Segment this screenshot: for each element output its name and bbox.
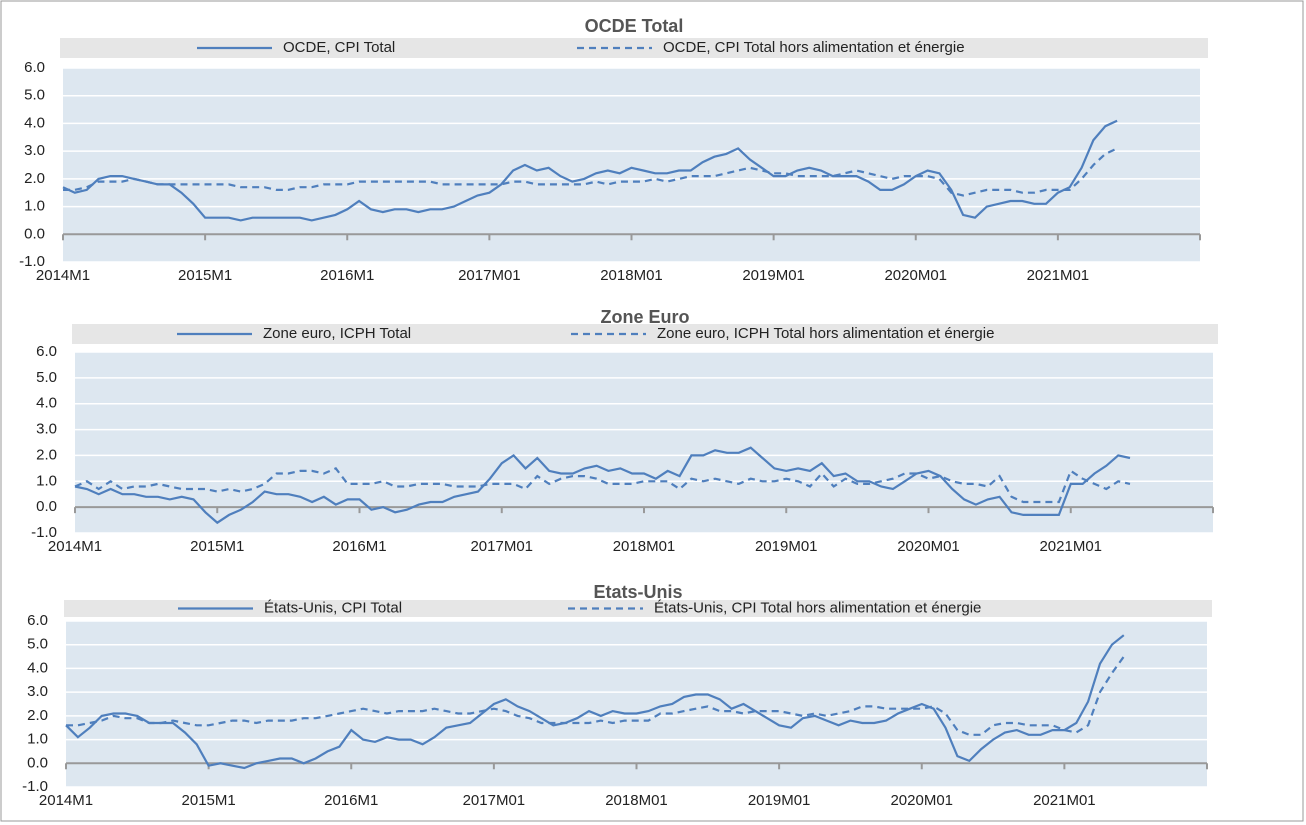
- x-tick-label: 2019M01: [748, 792, 811, 809]
- chart-title: Zone Euro: [601, 307, 690, 327]
- plot-area: [66, 621, 1207, 787]
- y-tick-label: 2.0: [27, 707, 48, 724]
- y-tick-label: -1.0: [19, 253, 45, 270]
- x-tick-label: 2016M1: [332, 538, 386, 555]
- x-tick-label: 2014M1: [36, 267, 90, 284]
- y-tick-label: 1.0: [27, 731, 48, 748]
- x-tick-label: 2017M01: [458, 267, 521, 284]
- x-tick-label: 2015M1: [190, 538, 244, 555]
- y-tick-label: 4.0: [36, 395, 57, 412]
- legend-label: Zone euro, ICPH Total: [263, 325, 411, 342]
- x-tick-label: 2018M01: [600, 267, 663, 284]
- y-tick-label: 0.0: [24, 225, 45, 242]
- x-tick-label: 2020M01: [884, 267, 947, 284]
- y-tick-label: -1.0: [31, 524, 57, 541]
- x-tick-label: 2020M01: [890, 792, 953, 809]
- y-tick-label: -1.0: [22, 778, 48, 795]
- x-tick-label: 2014M1: [39, 792, 93, 809]
- x-tick-label: 2021M01: [1033, 792, 1096, 809]
- x-tick-label: 2018M01: [613, 538, 676, 555]
- x-tick-label: 2015M1: [182, 792, 236, 809]
- chart-title: OCDE Total: [585, 16, 684, 36]
- legend-label: Zone euro, ICPH Total hors alimentation …: [657, 325, 994, 342]
- legend-box: [60, 38, 1208, 58]
- legend-box: [64, 600, 1212, 617]
- legend-label: États-Unis, CPI Total hors alimentation …: [654, 599, 981, 616]
- y-tick-label: 4.0: [24, 114, 45, 131]
- chart-title: Etats-Unis: [593, 582, 682, 602]
- legend-label: États-Unis, CPI Total: [264, 599, 402, 616]
- y-tick-label: 5.0: [36, 369, 57, 386]
- x-tick-label: 2017M01: [470, 538, 533, 555]
- x-tick-label: 2018M01: [605, 792, 668, 809]
- y-tick-label: 3.0: [27, 683, 48, 700]
- y-tick-label: 1.0: [36, 472, 57, 489]
- legend-label: OCDE, CPI Total: [283, 39, 395, 56]
- x-tick-label: 2016M1: [324, 792, 378, 809]
- y-tick-label: 2.0: [36, 446, 57, 463]
- y-tick-label: 0.0: [27, 754, 48, 771]
- y-tick-label: 1.0: [24, 198, 45, 215]
- series-line: [74, 446, 1131, 525]
- y-tick-label: 3.0: [36, 421, 57, 438]
- plot-area: [63, 68, 1200, 262]
- x-tick-label: 2020M01: [897, 538, 960, 555]
- series-line: [65, 634, 1125, 770]
- series-line: [63, 147, 1118, 197]
- series-line: [74, 467, 1131, 504]
- series-line: [62, 119, 1118, 222]
- y-tick-label: 2.0: [24, 170, 45, 187]
- series-line: [66, 655, 1125, 736]
- y-tick-label: 5.0: [27, 636, 48, 653]
- x-tick-label: 2014M1: [48, 538, 102, 555]
- y-tick-label: 5.0: [24, 87, 45, 104]
- y-tick-label: 3.0: [24, 142, 45, 159]
- y-tick-label: 4.0: [27, 659, 48, 676]
- y-tick-label: 6.0: [27, 612, 48, 629]
- x-tick-label: 2019M01: [742, 267, 805, 284]
- x-tick-label: 2021M01: [1027, 267, 1090, 284]
- x-tick-label: 2019M01: [755, 538, 818, 555]
- y-tick-label: 6.0: [24, 59, 45, 76]
- x-tick-label: 2017M01: [463, 792, 526, 809]
- y-tick-label: 0.0: [36, 498, 57, 515]
- x-tick-label: 2021M01: [1039, 538, 1102, 555]
- legend-label: OCDE, CPI Total hors alimentation et éne…: [663, 39, 965, 56]
- x-tick-label: 2015M1: [178, 267, 232, 284]
- y-tick-label: 6.0: [36, 343, 57, 360]
- x-tick-label: 2016M1: [320, 267, 374, 284]
